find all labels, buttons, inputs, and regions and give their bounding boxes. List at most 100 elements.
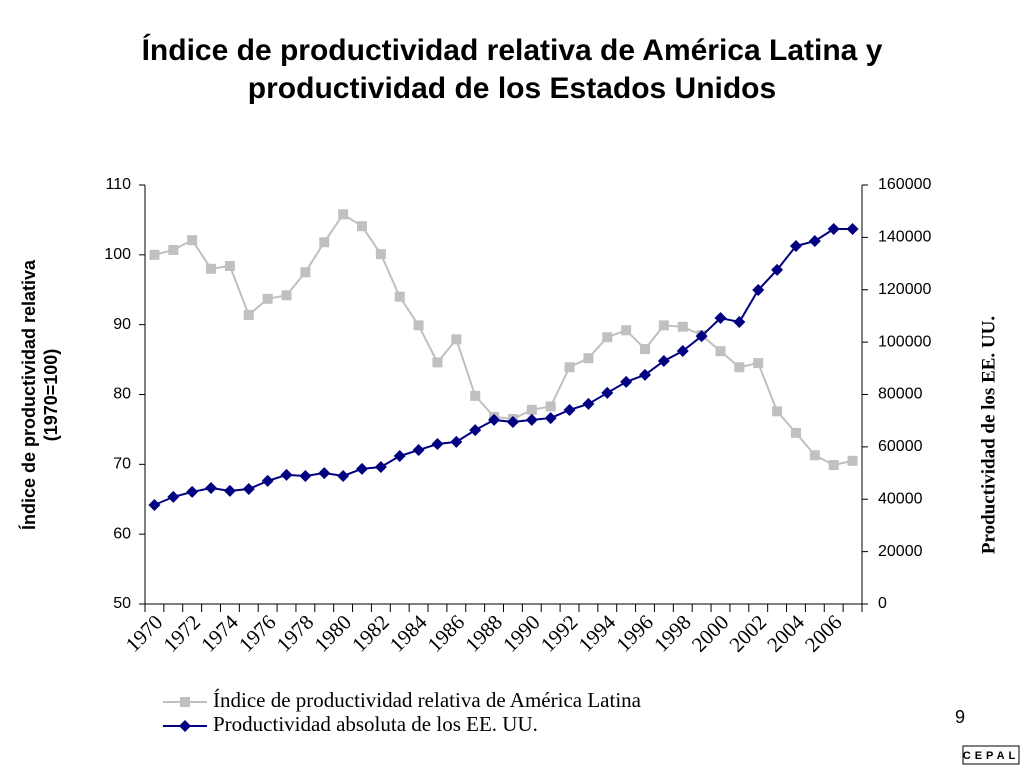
marker bbox=[752, 284, 765, 297]
marker bbox=[545, 401, 556, 412]
marker bbox=[206, 263, 217, 274]
x-tick-label: 1986 bbox=[423, 610, 470, 657]
marker bbox=[451, 334, 462, 345]
page-number: 9 bbox=[955, 707, 965, 727]
marker bbox=[808, 235, 821, 248]
marker bbox=[734, 362, 745, 373]
y2-tick-label: 0 bbox=[878, 595, 887, 612]
y-axis-label-line: (1970=100) bbox=[41, 349, 61, 442]
marker bbox=[280, 468, 293, 481]
marker bbox=[564, 362, 575, 373]
y2-tick-label: 80000 bbox=[878, 386, 923, 403]
marker bbox=[167, 490, 180, 503]
x-tick-label: 1988 bbox=[460, 610, 507, 657]
x-tick-label: 1998 bbox=[649, 610, 696, 657]
y-tick-label: 100 bbox=[104, 246, 131, 263]
marker bbox=[469, 424, 482, 437]
marker bbox=[337, 469, 350, 482]
legend-label: Índice de productividad relativa de Amér… bbox=[213, 688, 642, 712]
x-tick-label: 1980 bbox=[309, 610, 356, 657]
series-line bbox=[154, 227, 853, 506]
marker bbox=[582, 397, 595, 410]
marker bbox=[677, 321, 688, 332]
y-tick-label: 80 bbox=[113, 386, 131, 403]
marker bbox=[640, 344, 651, 355]
marker bbox=[412, 444, 425, 457]
marker bbox=[319, 237, 330, 248]
y-tick-label: 70 bbox=[113, 456, 131, 473]
marker bbox=[657, 354, 670, 367]
marker bbox=[338, 209, 349, 220]
marker bbox=[242, 483, 255, 496]
marker bbox=[450, 435, 463, 448]
logo: CEPAL bbox=[963, 750, 1019, 762]
y-tick-label: 110 bbox=[105, 176, 131, 193]
x-tick-label: 1996 bbox=[611, 610, 658, 657]
marker bbox=[374, 461, 387, 474]
marker bbox=[544, 412, 557, 425]
x-tick-label: 2002 bbox=[724, 610, 771, 657]
marker bbox=[771, 263, 784, 276]
x-tick-label: 2004 bbox=[762, 610, 809, 657]
y-tick-label: 90 bbox=[113, 316, 131, 333]
marker bbox=[187, 235, 198, 246]
marker bbox=[261, 474, 274, 487]
marker bbox=[695, 330, 708, 343]
marker bbox=[355, 462, 368, 475]
marker bbox=[772, 406, 783, 417]
y2-tick-label: 100000 bbox=[878, 333, 931, 350]
x-tick-label: 1990 bbox=[498, 610, 545, 657]
y2-tick-label: 140000 bbox=[878, 229, 931, 246]
marker bbox=[658, 320, 669, 331]
marker bbox=[621, 325, 632, 336]
marker bbox=[733, 315, 746, 328]
marker bbox=[413, 320, 424, 331]
marker bbox=[299, 469, 312, 482]
marker bbox=[224, 261, 235, 272]
marker bbox=[602, 332, 613, 343]
x-tick-label: 1984 bbox=[385, 610, 432, 657]
x-tick-label: 1972 bbox=[158, 610, 205, 657]
marker bbox=[281, 290, 292, 301]
marker bbox=[149, 249, 160, 260]
marker bbox=[563, 403, 576, 416]
marker bbox=[356, 221, 367, 232]
marker bbox=[205, 481, 218, 494]
marker bbox=[583, 353, 594, 364]
marker bbox=[470, 390, 481, 401]
marker bbox=[753, 358, 764, 369]
y2-tick-label: 40000 bbox=[878, 490, 923, 507]
marker bbox=[847, 455, 858, 466]
marker bbox=[262, 293, 273, 304]
marker bbox=[639, 368, 652, 381]
marker bbox=[300, 267, 311, 278]
x-tick-label: 1992 bbox=[536, 610, 583, 657]
y2-tick-label: 120000 bbox=[878, 281, 931, 298]
marker bbox=[168, 244, 179, 255]
y-tick-label: 60 bbox=[113, 525, 131, 542]
y2-tick-label: 60000 bbox=[878, 438, 923, 455]
marker bbox=[827, 222, 840, 235]
marker bbox=[714, 312, 727, 325]
x-tick-label: 1976 bbox=[234, 610, 281, 657]
marker bbox=[488, 413, 501, 426]
marker bbox=[432, 357, 443, 368]
y2-tick-label: 160000 bbox=[878, 176, 931, 193]
marker bbox=[506, 415, 519, 428]
marker bbox=[526, 404, 537, 415]
x-tick-label: 2000 bbox=[687, 610, 734, 657]
marker bbox=[715, 346, 726, 357]
legend-label: Productividad absoluta de los EE. UU. bbox=[213, 712, 538, 736]
logo-box bbox=[962, 745, 1020, 765]
marker bbox=[186, 485, 199, 498]
marker bbox=[243, 309, 254, 320]
chart-title: Índice de productividad relativa de Amér… bbox=[141, 34, 883, 105]
x-tick-label: 1982 bbox=[347, 610, 394, 657]
marker bbox=[828, 460, 839, 471]
y2-axis-label: Productividad de los EE. UU. bbox=[978, 316, 999, 554]
y-axis-label-line: Índice de productividad relativa bbox=[18, 259, 39, 530]
marker bbox=[789, 240, 802, 253]
y2-tick-label: 20000 bbox=[878, 543, 923, 560]
